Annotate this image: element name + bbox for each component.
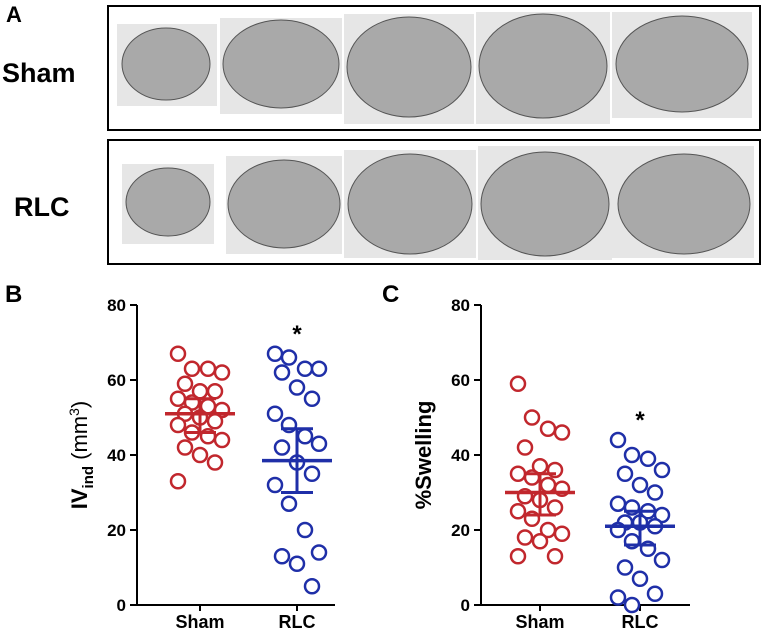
data-point — [280, 349, 298, 366]
data-point — [609, 495, 627, 512]
y-tick-label: 60 — [107, 371, 126, 390]
data-point — [616, 559, 634, 576]
row-label: Sham — [2, 58, 76, 88]
y-tick-label: 40 — [451, 446, 470, 465]
data-point — [616, 465, 634, 482]
data-point — [296, 428, 314, 445]
y-axis-label-part: ind — [80, 466, 97, 489]
data-point — [516, 529, 534, 546]
y-axis-label-part: 3 — [66, 408, 82, 416]
data-point — [539, 476, 557, 494]
x-tick-label: Sham — [515, 612, 564, 632]
row-label: RLC — [14, 192, 70, 222]
data-point — [288, 379, 306, 396]
y-tick-label: 20 — [451, 521, 470, 540]
data-point — [206, 454, 224, 471]
x-tick-label: Sham — [175, 612, 224, 632]
data-point — [213, 364, 231, 381]
data-point — [546, 548, 564, 565]
data-point — [266, 476, 284, 494]
data-point — [509, 548, 527, 565]
data-point — [296, 360, 314, 377]
data-point — [176, 375, 194, 392]
data-point — [516, 439, 534, 456]
data-point — [169, 473, 187, 490]
data-point — [523, 409, 541, 426]
data-point — [609, 589, 627, 606]
x-tick-label: RLC — [279, 612, 316, 632]
data-point — [631, 476, 649, 494]
data-point — [169, 345, 187, 362]
data-point — [623, 596, 641, 614]
data-point — [266, 405, 284, 422]
y-tick-label: 0 — [461, 596, 470, 615]
data-point — [273, 548, 291, 565]
data-point — [206, 383, 224, 400]
brain-sections — [107, 5, 761, 265]
data-point — [273, 439, 291, 456]
data-point — [653, 461, 671, 479]
data-point — [206, 413, 224, 430]
data-point — [553, 525, 571, 542]
data-point — [631, 570, 649, 587]
data-point — [213, 431, 231, 449]
data-point — [310, 360, 328, 377]
y-axis-label-part: ) — [67, 401, 92, 408]
data-point — [509, 503, 527, 520]
y-tick-label: 80 — [107, 296, 126, 315]
data-point — [509, 375, 527, 392]
y-tick-label: 20 — [107, 521, 126, 540]
panel-label: C — [382, 281, 399, 308]
y-tick-label: 60 — [451, 371, 470, 390]
data-point — [303, 390, 321, 407]
data-point — [639, 450, 657, 467]
data-point — [531, 533, 549, 550]
data-point — [169, 416, 187, 434]
x-tick-label: RLC — [622, 612, 659, 632]
y-axis-label-part: (mm — [67, 416, 92, 466]
data-point — [288, 555, 306, 572]
data-point — [646, 585, 664, 602]
data-point — [609, 431, 627, 449]
data-point — [303, 578, 321, 595]
data-point — [199, 360, 217, 377]
data-point — [273, 364, 291, 381]
significance-mark: * — [292, 321, 302, 348]
data-point — [280, 495, 298, 512]
data-point — [509, 465, 527, 482]
y-tick-label: 40 — [107, 446, 126, 465]
data-point — [539, 420, 557, 437]
y-axis-label-part: %Swelling — [411, 401, 436, 510]
data-point — [266, 345, 284, 362]
panel-label: A — [6, 2, 22, 27]
data-point — [183, 360, 201, 377]
data-point — [546, 499, 564, 516]
data-point — [303, 465, 321, 482]
data-point — [623, 446, 641, 464]
panel-label: B — [5, 281, 22, 308]
significance-mark: * — [635, 407, 645, 434]
y-axis-label: %Swelling — [411, 401, 436, 510]
data-point — [176, 439, 194, 456]
data-point — [169, 390, 187, 407]
data-point — [646, 484, 664, 501]
y-axis-label: IVind (mm3) — [66, 401, 97, 510]
data-point — [653, 551, 671, 569]
data-point — [310, 435, 328, 452]
y-tick-label: 80 — [451, 296, 470, 315]
data-point — [553, 424, 571, 441]
y-axis-label-part: IV — [67, 488, 92, 509]
data-point — [296, 521, 314, 539]
data-point — [191, 446, 209, 464]
data-point — [310, 544, 328, 561]
y-tick-label: 0 — [117, 596, 126, 615]
